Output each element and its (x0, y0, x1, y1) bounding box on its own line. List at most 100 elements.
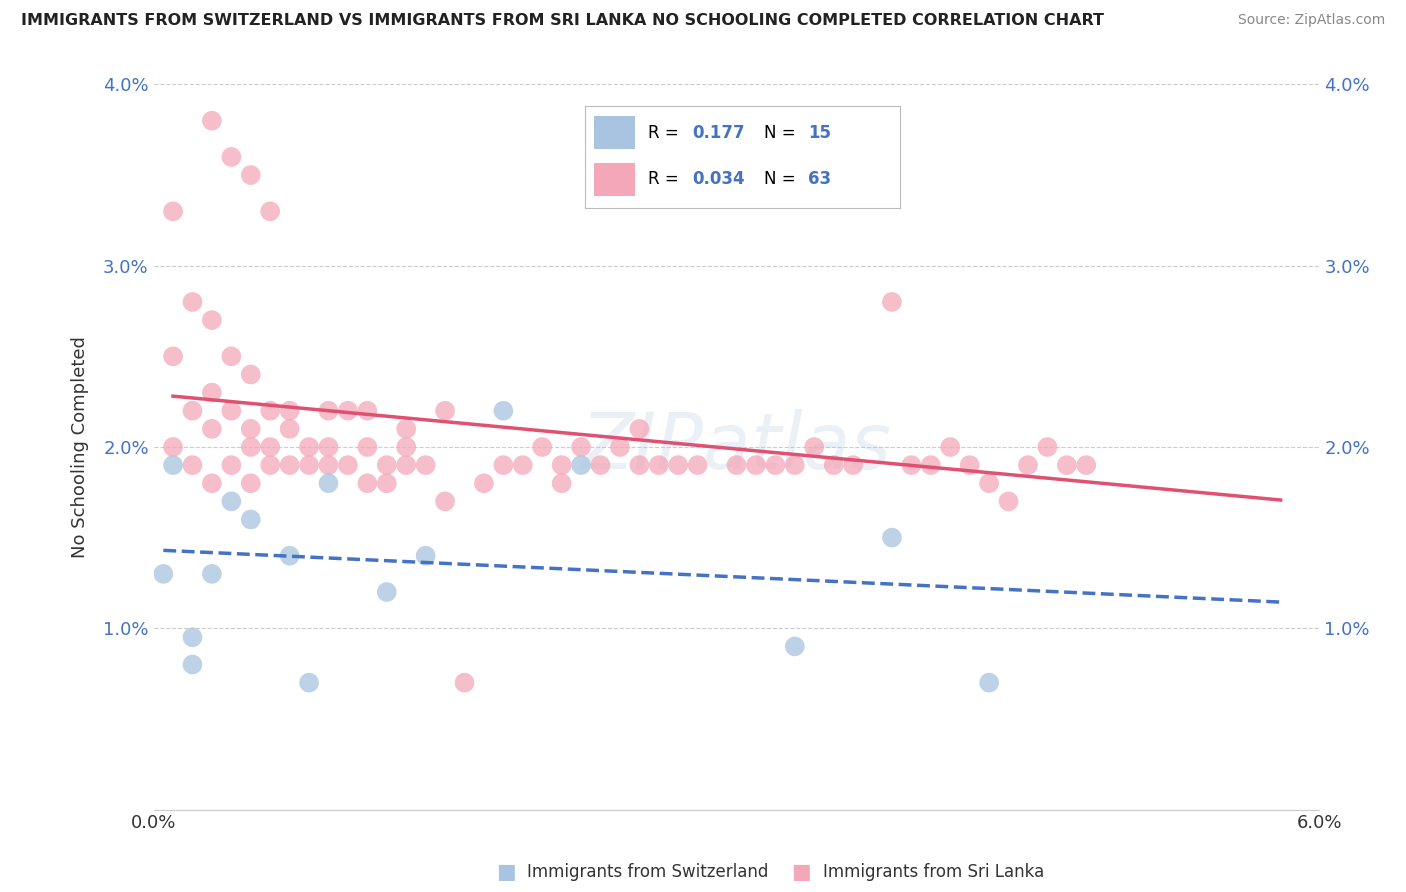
Point (181, 458, 204, 472)
Point (259, 440, 281, 454)
Point (221, 458, 243, 472)
Point (472, 476, 495, 491)
Point (259, 458, 281, 472)
Point (336, 458, 359, 472)
Point (453, 675, 475, 690)
Point (278, 549, 301, 563)
Point (162, 458, 184, 472)
Point (920, 458, 942, 472)
Point (181, 295, 204, 310)
Point (181, 657, 204, 672)
Point (997, 494, 1019, 508)
Point (880, 295, 903, 310)
Point (356, 476, 378, 491)
Point (395, 422, 418, 436)
Point (221, 403, 243, 417)
Point (492, 458, 515, 472)
Text: ■: ■ (496, 863, 516, 882)
Point (259, 204, 281, 219)
Point (900, 458, 922, 472)
Point (939, 440, 962, 454)
Point (318, 476, 340, 491)
Point (298, 675, 321, 690)
Point (842, 458, 865, 472)
Point (1017, 458, 1039, 472)
Text: ■: ■ (792, 863, 811, 882)
Text: Immigrants from Switzerland: Immigrants from Switzerland (527, 863, 769, 881)
Text: IMMIGRANTS FROM SWITZERLAND VS IMMIGRANTS FROM SRI LANKA NO SCHOOLING COMPLETED : IMMIGRANTS FROM SWITZERLAND VS IMMIGRANT… (21, 13, 1104, 29)
Point (181, 403, 204, 417)
Point (298, 440, 321, 454)
Point (880, 531, 903, 545)
Point (239, 476, 262, 491)
Point (434, 494, 457, 508)
Point (1036, 440, 1059, 454)
Text: Immigrants from Sri Lanka: Immigrants from Sri Lanka (823, 863, 1043, 881)
Point (162, 349, 184, 363)
Point (318, 458, 340, 472)
Point (318, 403, 340, 417)
Point (221, 494, 243, 508)
Point (298, 458, 321, 472)
Point (201, 566, 224, 581)
Point (356, 403, 378, 417)
Point (221, 349, 243, 363)
Point (201, 422, 224, 436)
Point (278, 403, 301, 417)
Point (648, 458, 671, 472)
Point (628, 458, 651, 472)
Point (609, 440, 631, 454)
Point (569, 440, 592, 454)
Point (239, 168, 262, 182)
Point (375, 458, 398, 472)
Point (278, 458, 301, 472)
Point (375, 476, 398, 491)
Y-axis label: No Schooling Completed: No Schooling Completed (72, 336, 89, 558)
Point (628, 422, 651, 436)
Point (239, 512, 262, 526)
Point (803, 440, 825, 454)
Point (239, 422, 262, 436)
Point (745, 458, 768, 472)
Point (201, 313, 224, 327)
Point (239, 440, 262, 454)
Point (977, 476, 1000, 491)
Point (336, 403, 359, 417)
Point (221, 150, 243, 164)
Point (181, 630, 204, 644)
Point (201, 385, 224, 400)
Point (162, 204, 184, 219)
Point (959, 458, 981, 472)
Point (395, 440, 418, 454)
Point (492, 403, 515, 417)
Point (278, 422, 301, 436)
Point (977, 675, 1000, 690)
Point (783, 458, 806, 472)
Point (569, 458, 592, 472)
Point (763, 458, 786, 472)
Point (356, 440, 378, 454)
Point (239, 368, 262, 382)
Point (1056, 458, 1078, 472)
Point (666, 458, 689, 472)
Text: Source: ZipAtlas.com: Source: ZipAtlas.com (1237, 13, 1385, 28)
Point (531, 440, 554, 454)
Point (823, 458, 845, 472)
Point (550, 476, 572, 491)
Point (162, 440, 184, 454)
Point (706, 113, 728, 128)
Point (375, 585, 398, 599)
Point (201, 476, 224, 491)
Point (395, 458, 418, 472)
Point (415, 458, 437, 472)
Point (589, 458, 612, 472)
Point (259, 403, 281, 417)
Point (550, 458, 572, 472)
Point (686, 458, 709, 472)
Point (318, 440, 340, 454)
Point (783, 640, 806, 654)
Point (201, 113, 224, 128)
Point (415, 549, 437, 563)
Point (1076, 458, 1098, 472)
Text: ZIPatlas: ZIPatlas (581, 409, 891, 485)
